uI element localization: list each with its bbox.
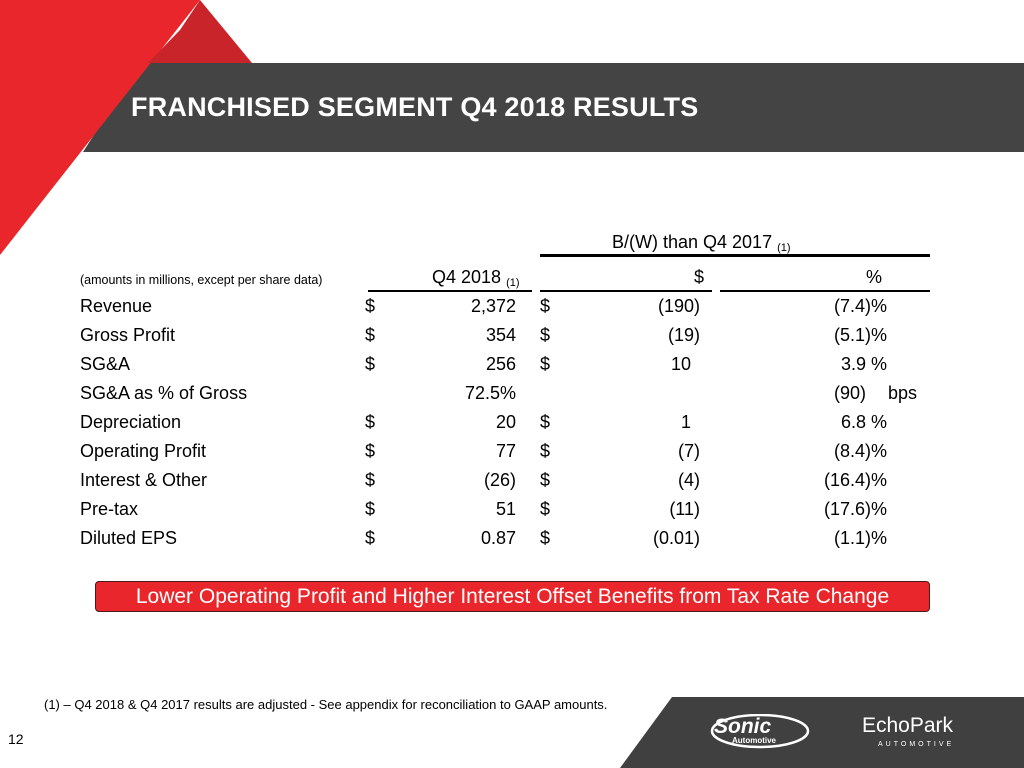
currency-symbol: $ (365, 325, 376, 345)
currency-symbol: $ (365, 354, 376, 374)
q4-2018-value: 0.87 (480, 528, 516, 548)
units-note: (amounts in millions, except per share d… (80, 273, 323, 287)
q4-2018-value: 256 (485, 354, 516, 374)
change-pct-value: (90) (833, 383, 866, 403)
table-row: Operating Profit $77 $ (7) (8.4)% (0, 441, 1024, 470)
row-label: Depreciation (80, 412, 182, 432)
title-band (83, 63, 1024, 152)
divider (540, 254, 930, 257)
currency-symbol: $ (365, 528, 376, 548)
table-row: Pre-tax $51 $ (11) (17.6)% (0, 499, 1024, 528)
sonic-logo-text: Sonic (714, 715, 772, 738)
row-label: Diluted EPS (80, 528, 178, 548)
q4-2018-value: 51 (495, 499, 516, 519)
q4-2018-value: 77 (495, 441, 516, 461)
change-pct-value: (16.4)% (823, 470, 887, 490)
currency-symbol: $ (540, 528, 551, 548)
q4-2018-value: 354 (485, 325, 516, 345)
change-pct-value: (5.1)% (833, 325, 887, 345)
currency-symbol: $ (540, 441, 551, 461)
currency-symbol: $ (540, 354, 551, 374)
row-label: Interest & Other (80, 470, 208, 490)
red-triangle (0, 0, 200, 255)
currency-symbol: $ (540, 499, 551, 519)
currency-symbol: $ (365, 441, 376, 461)
row-label: SG&A (80, 354, 131, 374)
group-header: B/(W) than Q4 2017 (1) (612, 232, 791, 254)
table-row: SG&A as % of Gross 72.5% (90) bps (0, 383, 1024, 412)
currency-symbol: $ (540, 412, 551, 432)
currency-symbol: $ (365, 296, 376, 316)
echopark-logo-sub: AUTOMOTIVE (878, 741, 955, 748)
callout-banner: Lower Operating Profit and Higher Intere… (95, 581, 930, 612)
row-label: Revenue (80, 296, 153, 316)
change-pct-value: (17.6)% (823, 499, 887, 519)
unit-label: bps (888, 383, 918, 403)
currency-symbol: $ (365, 470, 376, 490)
currency-symbol: $ (540, 470, 551, 490)
divider (720, 290, 930, 292)
footnote: (1) – Q4 2018 & Q4 2017 results are adju… (44, 697, 608, 712)
row-label: Gross Profit (80, 325, 176, 345)
page-number: 12 (8, 731, 24, 747)
row-label: SG&A as % of Gross (80, 383, 248, 403)
change-pct-value: (7.4)% (833, 296, 887, 316)
change-pct-value: 3.9 % (840, 354, 887, 374)
change-dollar-value: (190) (657, 296, 700, 316)
page-title: FRANCHISED SEGMENT Q4 2018 RESULTS (131, 92, 699, 122)
q4-2018-value: 2,372 (470, 296, 516, 316)
q4-2018-value: 72.5% (464, 383, 516, 403)
sonic-automotive-logo: Sonic Automotive (710, 713, 810, 750)
table-row: SG&A $256 $10 3.9 % (0, 354, 1024, 383)
change-dollar-value: 1 (680, 412, 691, 432)
change-dollar-value: (11) (669, 499, 700, 519)
change-dollar-value: (19) (667, 325, 700, 345)
divider (540, 290, 712, 292)
change-dollar-value: (7) (678, 441, 700, 461)
divider (368, 290, 532, 292)
sonic-logo-sub: Automotive (732, 736, 776, 745)
change-dollar-value: (4) (678, 470, 700, 490)
change-dollar-value: 10 (670, 354, 691, 374)
table-row: Gross Profit $354 $ (19) (5.1)% (0, 325, 1024, 354)
col-header-q4: Q4 2018 (1) (432, 267, 520, 289)
row-label: Operating Profit (80, 441, 207, 461)
currency-symbol: $ (540, 296, 551, 316)
logo-band (620, 697, 1024, 768)
col-header-pct: % (866, 267, 883, 287)
table-row: Revenue $2,372 $ (190) (7.4)% (0, 296, 1024, 325)
change-pct-value: (8.4)% (833, 441, 887, 461)
row-label: Pre-tax (80, 499, 139, 519)
currency-symbol: $ (365, 499, 376, 519)
currency-symbol: $ (540, 325, 551, 345)
table-row: Depreciation $20 $1 6.8 % (0, 412, 1024, 441)
dark-red-triangle (148, 0, 252, 63)
q4-2018-value: (26) (483, 470, 516, 490)
table-row: Interest & Other $ (26) $ (4) (16.4)% (0, 470, 1024, 499)
echopark-logo-text: EchoPark (862, 714, 954, 737)
currency-symbol: $ (365, 412, 376, 432)
change-dollar-value: (0.01) (652, 528, 700, 548)
change-pct-value: 6.8 % (840, 412, 887, 432)
col-header-dollar: $ (694, 267, 705, 287)
echopark-logo: EchoPark AUTOMOTIVE (862, 714, 954, 748)
change-pct-value: (1.1)% (833, 528, 887, 548)
table-row: Diluted EPS $0.87 $ (0.01) (1.1)% (0, 528, 1024, 557)
q4-2018-value: 20 (495, 412, 516, 432)
